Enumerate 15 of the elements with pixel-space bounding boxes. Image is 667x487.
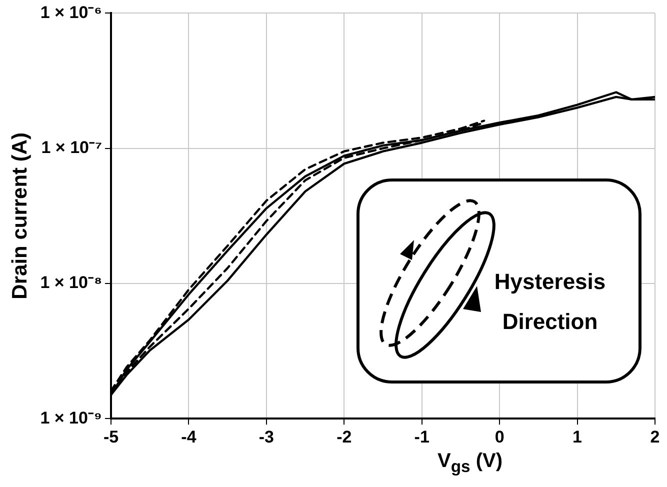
x-tick-label: -4	[181, 427, 197, 446]
x-tick-label: 2	[650, 427, 660, 446]
y-tick-label: 1 × 10⁻⁷	[41, 138, 102, 158]
x-tick-label: -1	[414, 427, 430, 446]
x-tick-label: -3	[258, 427, 274, 446]
x-axis-title: V$_{gs}$ (V)	[436, 450, 504, 477]
y-tick-label: 1 × 10⁻⁹	[40, 408, 102, 428]
annotation: Hysteresis Direction	[493, 268, 607, 336]
x-tick-label: 0	[494, 427, 504, 446]
x-tick-label: -5	[103, 427, 119, 446]
x-tick-label: -2	[336, 427, 352, 446]
y-tick-label: 1 × 10⁻⁶	[40, 2, 102, 22]
y-axis-title: Drain current (A)	[8, 132, 32, 300]
y-tick-label: 1 × 10⁻⁸	[40, 273, 102, 292]
x-tick-label: 1	[572, 427, 582, 446]
